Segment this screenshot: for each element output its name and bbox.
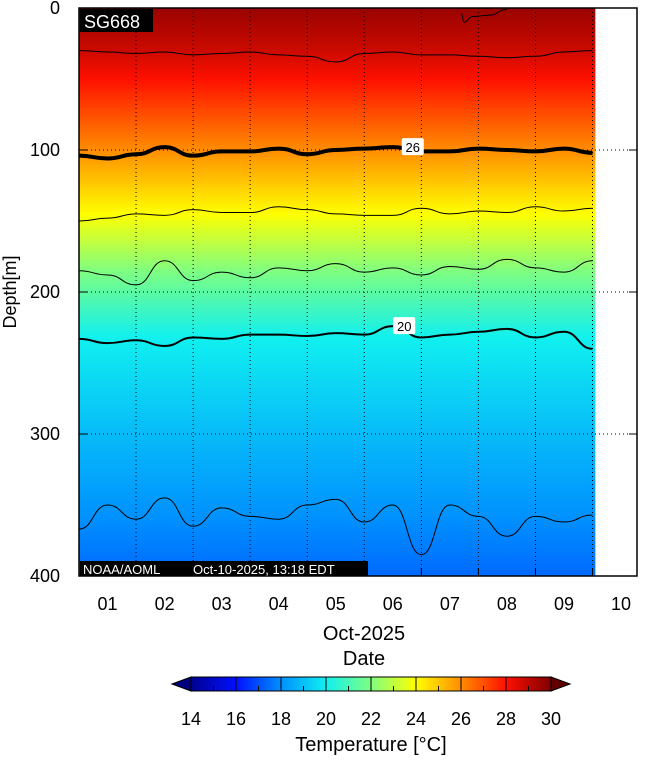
x-tick-label: 04 xyxy=(269,594,289,614)
contour-label-bg xyxy=(401,138,424,156)
y-tick-label: 0 xyxy=(50,0,60,18)
x-axis-month-label: Oct-2025 xyxy=(323,623,405,645)
contour-26 xyxy=(78,145,593,161)
y-tick-label: 300 xyxy=(30,424,60,444)
contour-24 xyxy=(78,206,593,222)
contour-29 xyxy=(460,8,507,23)
timestamp-text: Oct-10-2025, 13:18 EDT xyxy=(193,562,335,577)
colorbar-tick-label: 14 xyxy=(181,709,201,729)
credit-text: NOAA/AOML xyxy=(83,562,160,577)
contour-label: 26 xyxy=(406,140,420,155)
colorbar-tick-label: 20 xyxy=(316,709,336,729)
contour-22 xyxy=(78,258,593,286)
x-tick-label: 09 xyxy=(554,594,574,614)
colorbar-tick-label: 18 xyxy=(271,709,291,729)
colorbar-low-arrow xyxy=(170,676,192,692)
colorbar-tick-label: 26 xyxy=(451,709,471,729)
colorbar-tick-label: 22 xyxy=(361,709,381,729)
contour-18 xyxy=(78,497,593,556)
x-tick-label: 06 xyxy=(383,594,403,614)
colorbar-tick-label: 30 xyxy=(541,709,561,729)
colorbar: 14 16 18 20 22 24 26 28 30 xyxy=(170,676,572,729)
contour-label-bg xyxy=(393,317,416,335)
x-tick-label: 05 xyxy=(326,594,346,614)
y-axis: 0 100 200 300 400 xyxy=(30,0,637,586)
x-tick-label: 02 xyxy=(155,594,175,614)
y-tick-label: 400 xyxy=(30,566,60,586)
colorbar-tick-label: 16 xyxy=(226,709,246,729)
y-tick-label: 200 xyxy=(30,282,60,302)
chart-title: SG668 xyxy=(84,12,140,32)
isotherm-contours: 26 20 xyxy=(78,8,593,556)
title-box xyxy=(80,9,153,32)
credit-box xyxy=(80,561,368,576)
x-axis-title: Date xyxy=(343,648,385,670)
y-tick-label: 100 xyxy=(30,140,60,160)
contour-label: 20 xyxy=(397,319,411,334)
x-tick-label: 01 xyxy=(98,594,118,614)
x-axis: 01 02 03 04 05 06 07 08 09 10 xyxy=(98,568,631,614)
contour-28 xyxy=(78,50,593,63)
x-tick-label: 08 xyxy=(497,594,517,614)
colorbar-high-arrow xyxy=(550,676,572,692)
colorbar-tick-label: 24 xyxy=(406,709,426,729)
colorbar-tick-label: 28 xyxy=(496,709,516,729)
temperature-heatmap xyxy=(79,8,596,576)
x-tick-label: 03 xyxy=(212,594,232,614)
x-tick-label: 07 xyxy=(440,594,460,614)
colorbar-title: Temperature [°C] xyxy=(295,734,446,756)
x-tick-label: 10 xyxy=(611,594,631,614)
y-axis-title: Depth[m] xyxy=(0,255,20,328)
contour-20 xyxy=(78,325,593,350)
